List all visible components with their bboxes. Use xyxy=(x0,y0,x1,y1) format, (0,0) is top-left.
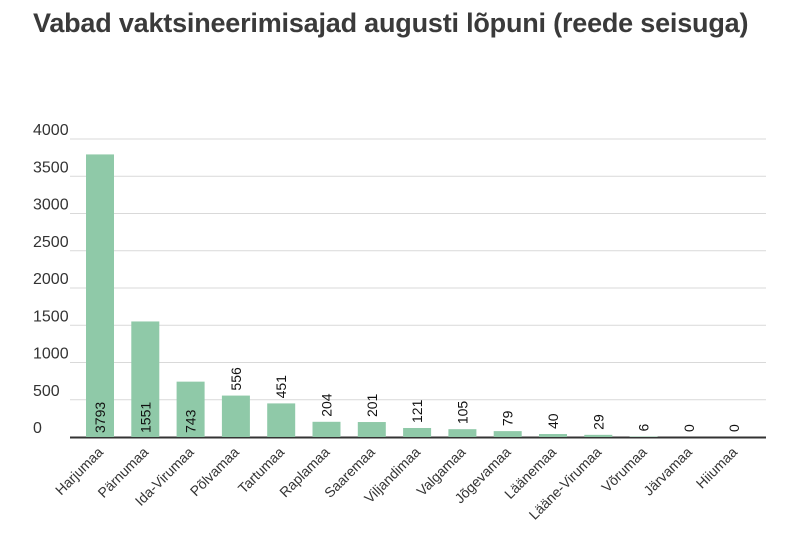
bar xyxy=(357,422,386,437)
bar xyxy=(493,431,522,437)
data-label: 79 xyxy=(500,410,516,426)
bar xyxy=(86,154,114,437)
data-label: 105 xyxy=(454,401,470,425)
y-tick-label: 1500 xyxy=(33,308,69,325)
x-tick-label: Järvamaa xyxy=(640,444,695,499)
bar xyxy=(176,381,205,437)
y-tick-label: 3500 xyxy=(33,159,69,176)
y-tick-label: 2500 xyxy=(33,234,69,251)
x-axis-labels: HarjumaaPärnumaaIda-VirumaaPõlvamaaTartu… xyxy=(52,444,741,523)
bar xyxy=(539,434,567,437)
bar xyxy=(403,427,432,437)
data-label: 204 xyxy=(319,393,335,417)
bar xyxy=(267,403,296,437)
data-label: 6 xyxy=(636,424,652,432)
data-labels: 3793 1551 743 556 451 204 201 121 105 79 40 29 6 0 0 xyxy=(92,367,742,433)
data-label: 121 xyxy=(409,399,425,423)
bar xyxy=(448,429,477,437)
bar xyxy=(312,421,341,437)
x-tick-label: Põlvamaa xyxy=(187,444,242,499)
bar xyxy=(221,395,250,437)
bars xyxy=(86,154,658,437)
y-tick-label: 4000 xyxy=(33,122,69,139)
data-label: 29 xyxy=(590,414,606,430)
data-label: 743 xyxy=(183,409,199,433)
data-label: 3793 xyxy=(92,402,108,433)
data-label: 0 xyxy=(681,424,697,432)
y-tick-label: 2000 xyxy=(33,271,69,288)
y-tick-label: 3000 xyxy=(33,197,69,214)
data-label: 556 xyxy=(228,367,244,391)
y-tick-label: 0 xyxy=(33,420,42,437)
y-tick-label: 500 xyxy=(33,383,60,400)
data-label: 1551 xyxy=(137,402,153,433)
bar xyxy=(584,434,613,437)
chart-title: Vabad vaktsineerimisajad augusti lõpuni … xyxy=(33,8,749,38)
data-label: 451 xyxy=(273,375,289,399)
x-tick-label: Hiiumaa xyxy=(693,444,741,492)
data-label: 40 xyxy=(545,413,561,429)
data-label: 0 xyxy=(726,424,742,432)
gridlines xyxy=(70,138,766,439)
data-label: 201 xyxy=(364,393,380,417)
y-tick-label: 1000 xyxy=(33,346,69,363)
bar xyxy=(131,321,160,437)
y-axis-ticks: 0 500 1000 1500 2000 2500 3000 3500 4000 xyxy=(33,122,69,437)
